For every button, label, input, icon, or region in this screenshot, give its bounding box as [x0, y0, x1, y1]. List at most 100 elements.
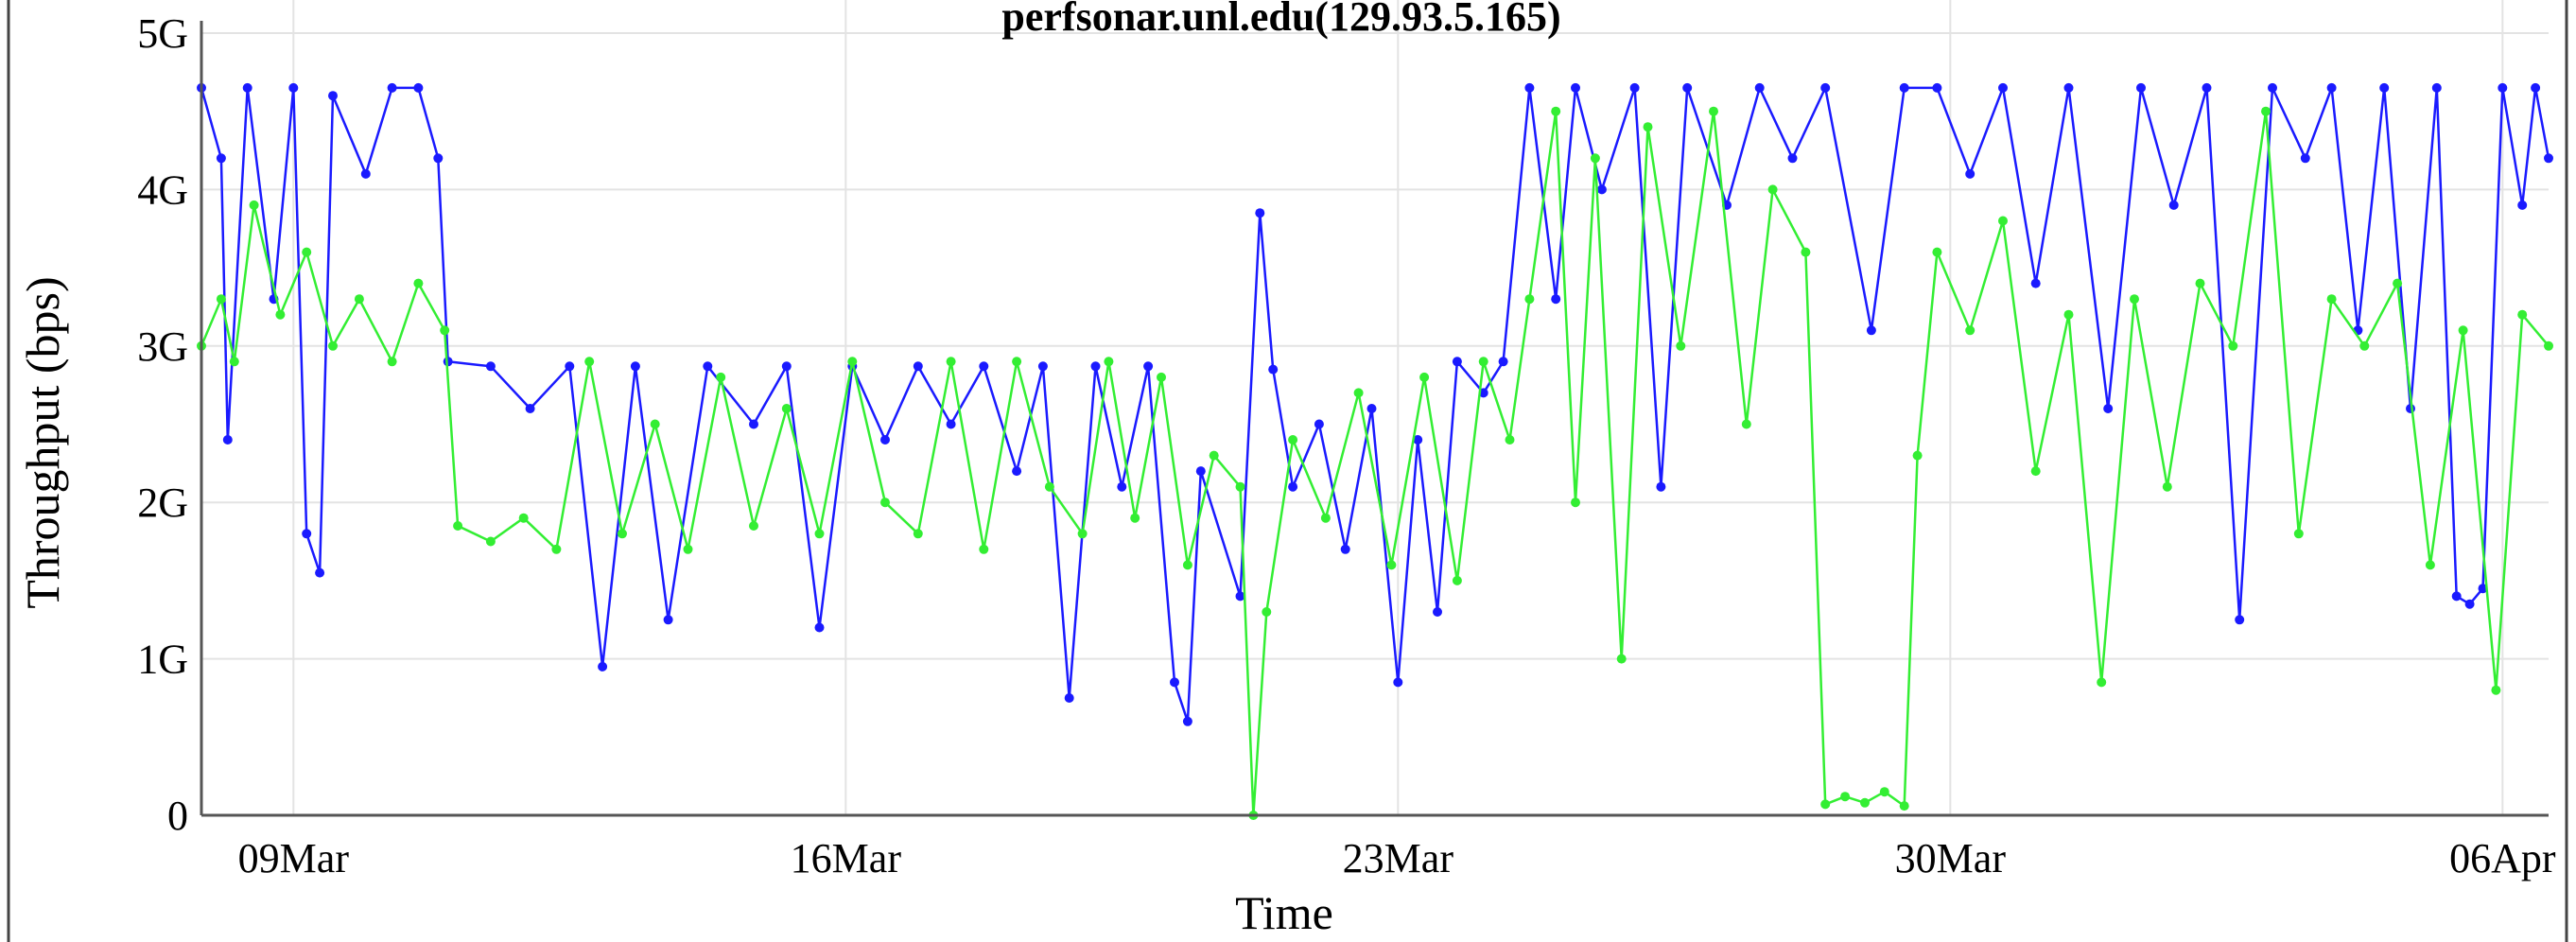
data-point[interactable]	[1235, 591, 1245, 602]
data-point[interactable]	[440, 325, 450, 336]
data-point[interactable]	[518, 513, 529, 523]
data-point[interactable]	[216, 294, 226, 305]
data-point[interactable]	[650, 419, 660, 429]
data-point[interactable]	[2393, 278, 2403, 288]
data-point[interactable]	[565, 361, 575, 372]
data-point[interactable]	[1801, 247, 1811, 257]
data-point[interactable]	[1314, 419, 1324, 429]
data-point[interactable]	[1433, 607, 1442, 617]
data-point[interactable]	[387, 357, 397, 367]
data-point[interactable]	[302, 529, 312, 539]
data-point[interactable]	[2491, 685, 2501, 695]
data-point[interactable]	[2326, 82, 2337, 93]
data-point[interactable]	[1157, 372, 1166, 382]
data-point[interactable]	[880, 435, 890, 445]
data-point[interactable]	[1754, 82, 1765, 93]
data-point[interactable]	[880, 497, 890, 508]
data-point[interactable]	[1182, 560, 1192, 570]
data-point[interactable]	[1998, 216, 2008, 226]
data-point[interactable]	[1682, 82, 1693, 93]
data-point[interactable]	[1419, 372, 1430, 382]
data-point[interactable]	[2130, 294, 2139, 305]
data-point[interactable]	[979, 361, 989, 372]
data-point[interactable]	[1551, 106, 1561, 116]
data-point[interactable]	[1820, 82, 1831, 93]
data-point[interactable]	[1195, 466, 1206, 477]
data-point[interactable]	[584, 357, 595, 367]
data-point[interactable]	[979, 544, 989, 554]
data-point[interactable]	[2431, 82, 2442, 93]
data-point[interactable]	[1130, 513, 1140, 523]
data-point[interactable]	[2293, 529, 2304, 539]
data-point[interactable]	[1787, 153, 1798, 164]
data-point[interactable]	[328, 91, 338, 101]
data-point[interactable]	[1656, 481, 1666, 492]
data-point[interactable]	[1767, 184, 1778, 195]
data-point[interactable]	[1288, 435, 1298, 445]
data-point[interactable]	[716, 372, 726, 382]
data-point[interactable]	[1840, 792, 1851, 802]
data-point[interactable]	[1505, 435, 1515, 445]
data-point[interactable]	[302, 247, 312, 257]
data-point[interactable]	[1044, 481, 1054, 492]
data-point[interactable]	[1012, 466, 1022, 477]
data-point[interactable]	[2195, 278, 2205, 288]
data-point[interactable]	[847, 357, 858, 367]
data-point[interactable]	[2136, 82, 2146, 93]
data-point[interactable]	[1288, 481, 1298, 492]
data-point[interactable]	[249, 200, 259, 210]
data-point[interactable]	[1037, 361, 1048, 372]
data-point[interactable]	[1676, 340, 1686, 351]
data-point[interactable]	[222, 435, 233, 445]
data-point[interactable]	[2517, 309, 2528, 320]
data-point[interactable]	[1590, 153, 1600, 164]
data-point[interactable]	[1932, 247, 1942, 257]
data-point[interactable]	[2030, 278, 2041, 288]
data-point[interactable]	[1643, 122, 1653, 132]
data-point[interactable]	[946, 357, 956, 367]
data-point[interactable]	[1629, 82, 1640, 93]
data-point[interactable]	[2268, 82, 2277, 93]
data-point[interactable]	[2097, 677, 2107, 688]
data-point[interactable]	[2498, 82, 2508, 93]
data-point[interactable]	[1077, 529, 1088, 539]
data-point[interactable]	[229, 357, 239, 367]
data-point[interactable]	[2202, 82, 2212, 93]
data-point[interactable]	[2168, 200, 2179, 210]
data-point[interactable]	[814, 529, 825, 539]
data-point[interactable]	[2464, 599, 2475, 609]
data-point[interactable]	[1498, 357, 1508, 367]
data-point[interactable]	[288, 82, 299, 93]
data-point[interactable]	[781, 404, 792, 413]
data-point[interactable]	[2030, 466, 2041, 477]
data-point[interactable]	[2300, 153, 2310, 164]
data-point[interactable]	[1860, 797, 1870, 808]
data-point[interactable]	[2379, 82, 2390, 93]
data-point[interactable]	[1899, 82, 1909, 93]
data-point[interactable]	[1012, 357, 1022, 367]
data-point[interactable]	[360, 168, 371, 179]
data-point[interactable]	[1571, 497, 1580, 508]
data-point[interactable]	[913, 529, 923, 539]
data-point[interactable]	[1320, 513, 1331, 523]
data-point[interactable]	[413, 82, 424, 93]
data-point[interactable]	[630, 361, 640, 372]
data-point[interactable]	[1912, 450, 1923, 461]
data-point[interactable]	[618, 529, 627, 539]
data-point[interactable]	[2103, 404, 2114, 413]
data-point[interactable]	[1709, 106, 1718, 116]
data-point[interactable]	[2451, 591, 2462, 602]
data-point[interactable]	[683, 544, 693, 554]
data-point[interactable]	[1551, 294, 1561, 305]
data-point[interactable]	[703, 361, 713, 372]
data-point[interactable]	[433, 153, 444, 164]
data-point[interactable]	[2261, 106, 2271, 116]
data-point[interactable]	[946, 419, 956, 429]
data-point[interactable]	[1268, 364, 1279, 375]
data-point[interactable]	[2326, 294, 2337, 305]
data-point[interactable]	[2478, 584, 2488, 594]
data-point[interactable]	[525, 404, 535, 413]
data-point[interactable]	[749, 419, 758, 429]
data-point[interactable]	[1255, 208, 1265, 218]
data-point[interactable]	[1524, 294, 1535, 305]
